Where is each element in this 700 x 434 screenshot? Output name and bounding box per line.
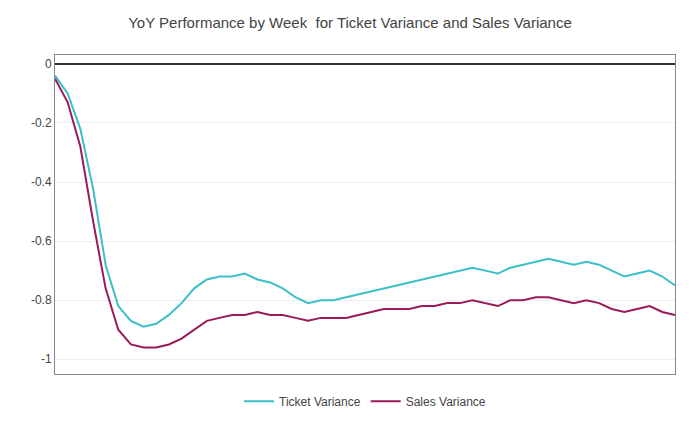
svg-text:-0.2: -0.2 <box>31 116 52 130</box>
svg-text:-1: -1 <box>41 352 52 366</box>
svg-text:Ticket Variance: Ticket Variance <box>279 395 361 409</box>
svg-text:-0.4: -0.4 <box>31 175 52 189</box>
svg-text:-0.6: -0.6 <box>31 234 52 248</box>
svg-text:Sales Variance: Sales Variance <box>406 395 486 409</box>
svg-text:YoY Performance by Week for T: YoY Performance by Week for Ticket Varia… <box>128 14 572 31</box>
svg-text:0: 0 <box>45 57 52 71</box>
svg-text:-0.8: -0.8 <box>31 293 52 307</box>
